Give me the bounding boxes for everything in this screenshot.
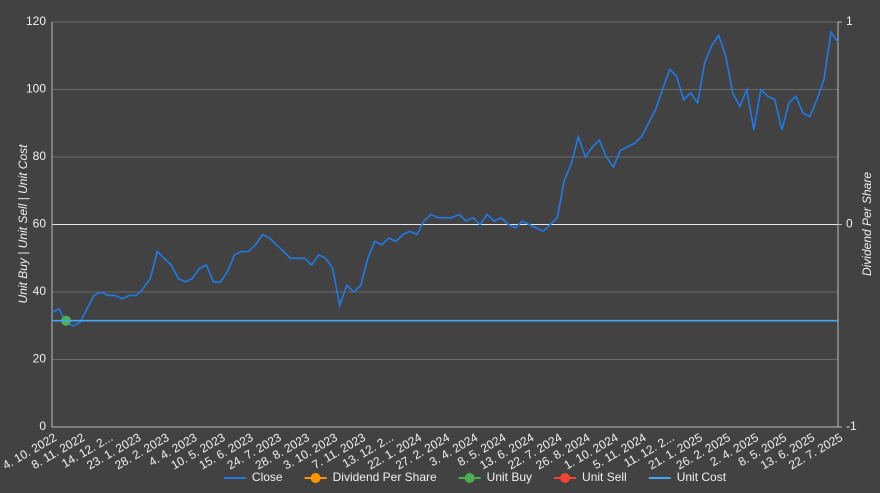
legend-label: Unit Buy — [487, 470, 532, 484]
legend-marker — [560, 473, 571, 483]
y-tick-label: 60 — [33, 217, 47, 231]
legend-label: Unit Cost — [677, 470, 727, 484]
legend-label: Close — [252, 470, 283, 484]
y-axis-title: Unit Buy | Unit Sell | Unit Cost — [16, 144, 30, 304]
legend-marker — [464, 473, 475, 483]
legend-item: Close — [223, 470, 283, 484]
legend-label: Unit Sell — [582, 470, 627, 484]
legend-label: Dividend Per Share — [333, 470, 437, 484]
y-tick-label: 120 — [26, 14, 46, 28]
legend: Close Dividend Per Share Unit Buy Unit Sell… — [223, 470, 727, 484]
y-tick-label: 80 — [33, 149, 47, 163]
legend-item: Unit Sell — [554, 470, 627, 484]
legend-marker — [310, 473, 321, 483]
y2-tick-label: -1 — [846, 419, 857, 433]
y-tick-label: 20 — [33, 352, 47, 366]
y2-axis-title: Dividend Per Share — [860, 172, 874, 276]
y-tick-label: 100 — [26, 82, 46, 96]
legend-item: Dividend Per Share — [304, 470, 437, 484]
y2-tick-label: 0 — [846, 217, 853, 231]
y2-tick-label: 1 — [846, 14, 853, 28]
y-tick-label: 0 — [39, 419, 46, 433]
y-tick-label: 40 — [33, 284, 47, 298]
series-line — [51, 29, 839, 327]
legend-item: Unit Cost — [648, 470, 727, 484]
legend-item: Unit Buy — [458, 470, 532, 484]
